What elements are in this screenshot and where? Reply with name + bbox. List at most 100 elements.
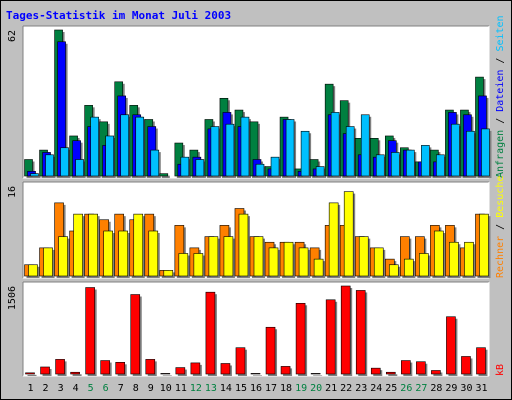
x-axis-day-labels: 1 2 3 4 5 6 7 8 9 10 11 12 13 14 15 16 17 18 19 20 21 22 23 24 2…: [28, 383, 488, 394]
bar-rechner-day-24: [373, 247, 384, 277]
bar-rechner-day-16: [253, 236, 264, 277]
day-label-16: 16: [250, 383, 262, 394]
bar-seiten-day-6: [105, 135, 114, 177]
bar-rechner-day-22: [343, 191, 354, 277]
bar-kb-day-2: [40, 366, 50, 375]
day-label-18: 18: [280, 383, 292, 394]
bar-rechner-day-17: [268, 247, 279, 277]
day-label-14: 14: [220, 383, 232, 394]
bar-kb-day-22: [340, 285, 351, 375]
bar-seiten-day-12: [195, 159, 205, 177]
bar-rechner-day-15: [238, 213, 249, 277]
day-label-24: 24: [370, 383, 382, 394]
bar-rechner-day-7: [118, 230, 129, 277]
day-label-30: 30: [460, 383, 472, 394]
bar-seiten-day-23: [360, 114, 370, 177]
bar-rechner-day-13: [208, 236, 219, 277]
bar-kb-day-4-shadow: [72, 374, 82, 376]
bar-rechner-day-23: [358, 236, 369, 277]
chart-title: Tages-Statistik im Monat Juli 2003: [6, 9, 231, 22]
bar-seiten-day-21: [330, 112, 340, 177]
day-label-28: 28: [430, 383, 442, 394]
bar-kb-day-30: [461, 356, 471, 375]
bar-seiten-day-17: [270, 156, 280, 177]
day-label-25: 25: [385, 383, 397, 394]
bar-rechner-day-8: [133, 213, 144, 277]
series-legend-kb: kB: [495, 364, 506, 376]
day-label-26: 26: [400, 383, 412, 394]
bar-rechner-day-4: [73, 213, 83, 277]
legend-label: Anfragen: [495, 130, 506, 178]
day-label-29: 29: [445, 383, 457, 394]
bar-rechner-day-21: [328, 202, 339, 277]
bar-kb-day-17: [265, 326, 276, 375]
bar-seiten-day-28: [436, 154, 445, 177]
bar-rechner-day-9: [148, 230, 159, 277]
bar-seiten-day-9: [150, 149, 160, 177]
bar-seiten-day-13: [210, 126, 220, 177]
y-max-tick-label: 1506: [7, 286, 18, 310]
bar-kb-day-15: [235, 347, 246, 375]
bar-seiten-day-8: [135, 116, 145, 177]
bar-seiten-day-11: [180, 156, 190, 177]
legend-label: Besuche: [495, 176, 506, 218]
bar-rechner-day-11: [178, 253, 189, 277]
series-legend-hits: Anfragen / Dateien / Seiten: [495, 15, 506, 178]
day-label-17: 17: [265, 383, 277, 394]
day-label-3: 3: [58, 383, 64, 394]
bar-rechner-day-26: [404, 258, 414, 277]
bar-seiten-day-16: [255, 163, 265, 177]
bar-rechner-day-28: [434, 230, 444, 277]
legend-label: /: [495, 218, 506, 236]
bar-rechner-day-6: [103, 230, 113, 277]
bar-kb-day-4: [70, 371, 80, 375]
bar-kb-day-16: [250, 373, 261, 375]
bar-kb-day-3: [55, 359, 65, 375]
bar-seiten-day-18: [285, 119, 295, 177]
bar-rechner-day-30: [464, 241, 474, 277]
legend-label: /: [495, 112, 506, 130]
bar-seiten-day-7: [120, 114, 130, 177]
bar-rechner-day-14: [223, 236, 234, 277]
bar-kb-day-19: [295, 302, 306, 375]
series-legend-visits: Rechner / Besuche: [495, 176, 506, 278]
bar-seiten-day-1: [30, 173, 39, 177]
bar-rechner-day-20: [313, 258, 324, 277]
bar-seiten-day-1-shadow: [32, 175, 41, 178]
bar-seiten-day-26: [406, 149, 415, 177]
bar-kb-day-20-shadow: [313, 375, 323, 376]
bar-kb-day-9: [145, 359, 156, 375]
bar-kb-day-20: [310, 373, 321, 375]
bar-kb-day-6: [100, 360, 110, 375]
bar-kb-day-16-shadow: [253, 375, 262, 376]
bar-kb-day-27: [416, 361, 426, 375]
day-label-10: 10: [160, 383, 172, 394]
day-label-11: 11: [175, 383, 187, 394]
y-max-tick-label: 16: [7, 186, 18, 198]
day-label-6: 6: [103, 383, 109, 394]
day-label-15: 15: [235, 383, 247, 394]
bar-kb-day-11: [175, 367, 186, 375]
bar-rechner-day-29: [449, 241, 459, 277]
bar-kb-day-1-shadow: [27, 374, 37, 376]
bar-seiten-day-22: [345, 126, 355, 177]
bar-seiten-day-29: [451, 123, 460, 177]
day-label-27: 27: [415, 383, 427, 394]
bar-anfragen-day-10: [159, 173, 169, 177]
day-label-7: 7: [118, 383, 124, 394]
bar-seiten-day-27: [421, 145, 430, 177]
bar-kb-day-10-shadow: [162, 375, 172, 376]
bar-seiten-day-4: [75, 159, 84, 177]
bar-seiten-day-24: [375, 154, 385, 177]
bar-kb-day-25: [385, 371, 396, 375]
legend-label: /: [495, 52, 506, 70]
panel-kb: 1506 kB: [7, 281, 506, 377]
bar-seiten-day-25: [390, 152, 400, 177]
day-label-9: 9: [148, 383, 154, 394]
day-label-1: 1: [28, 383, 34, 394]
bar-kb-day-23: [355, 290, 366, 375]
bar-kb-day-8: [130, 294, 141, 375]
bar-seiten-day-2: [45, 154, 54, 177]
day-label-2: 2: [43, 383, 49, 394]
bar-seiten-day-30: [466, 130, 475, 177]
